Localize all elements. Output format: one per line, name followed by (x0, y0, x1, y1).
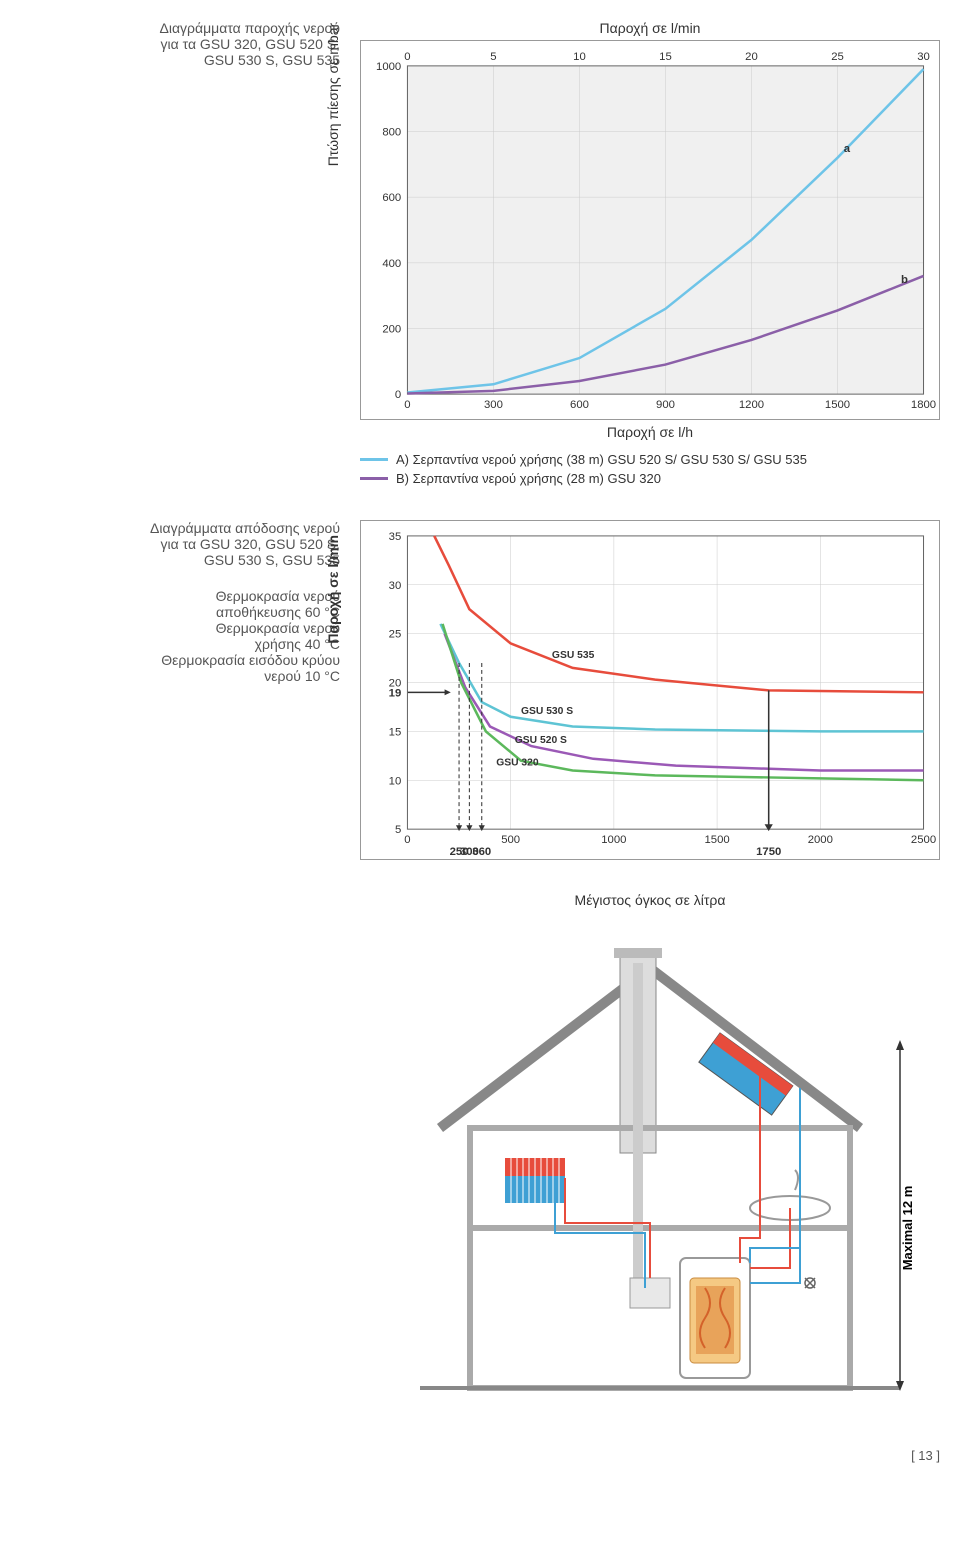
svg-text:2500: 2500 (911, 834, 936, 846)
svg-text:b: b (901, 274, 908, 286)
svg-text:5: 5 (490, 51, 496, 63)
svg-text:30: 30 (917, 51, 930, 63)
legend-text-a: Α) Σερπαντίνα νερού χρήσης (38 m) GSU 52… (396, 452, 807, 467)
svg-text:400: 400 (382, 258, 401, 270)
chart1-legend: Α) Σερπαντίνα νερού χρήσης (38 m) GSU 52… (360, 452, 940, 486)
svg-text:0: 0 (404, 834, 410, 846)
section1-title: Διαγράμματα παροχής νερού για τα GSU 320… (20, 20, 340, 490)
chart2-wrap: Παροχή σε l/min 510152025303519050010001… (360, 520, 940, 908)
svg-text:1000: 1000 (376, 61, 401, 73)
svg-text:15: 15 (389, 727, 402, 739)
title-line: GSU 530 S, GSU 535 (20, 52, 340, 68)
svg-text:1000: 1000 (601, 834, 626, 846)
svg-text:1750: 1750 (756, 846, 781, 858)
svg-text:25: 25 (389, 629, 402, 641)
svg-text:0: 0 (404, 399, 410, 411)
chart1-x-label: Παροχή σε l/h (360, 424, 940, 440)
svg-text:10: 10 (573, 51, 586, 63)
svg-text:Maximal 12 m: Maximal 12 m (900, 1186, 915, 1271)
svg-text:1200: 1200 (739, 399, 764, 411)
section2-left: Διαγράμματα απόδοσης νερού για τα GSU 32… (20, 520, 340, 908)
svg-text:1800: 1800 (911, 399, 936, 411)
chart2-x-label: Μέγιστος όγκος σε λίτρα (360, 892, 940, 908)
svg-text:2000: 2000 (808, 834, 833, 846)
svg-text:200: 200 (382, 324, 401, 336)
title-line: για τα GSU 320, GSU 520 S, (20, 536, 340, 552)
title-line: GSU 530 S, GSU 535 (20, 552, 340, 568)
section-2: Διαγράμματα απόδοσης νερού για τα GSU 32… (20, 520, 940, 908)
svg-text:GSU 320: GSU 320 (496, 758, 539, 769)
svg-text:GSU 535: GSU 535 (552, 650, 595, 661)
svg-text:600: 600 (382, 192, 401, 204)
page-number: [ 13 ] (20, 1448, 940, 1463)
chart1: Πτώση πίεσης σε mbar 0200400600800100003… (360, 40, 940, 420)
svg-text:19: 19 (389, 687, 402, 699)
svg-text:20: 20 (745, 51, 758, 63)
legend-item-b: Β) Σερπαντίνα νερού χρήσης (28 m) GSU 32… (360, 471, 940, 486)
condition-line: αποθήκευσης 60 °C (20, 604, 340, 620)
condition-line: Θερμοκρασία νερού (20, 588, 340, 604)
svg-text:1500: 1500 (825, 399, 850, 411)
svg-text:1500: 1500 (704, 834, 729, 846)
svg-text:35: 35 (389, 531, 402, 543)
chart1-wrap: Παροχή σε l/min Πτώση πίεσης σε mbar 020… (360, 20, 940, 490)
svg-text:15: 15 (659, 51, 672, 63)
svg-text:5: 5 (395, 824, 401, 836)
chart1-top-title: Παροχή σε l/min (360, 20, 940, 36)
condition-line: νερού 10 °C (20, 668, 340, 684)
legend-swatch-b (360, 477, 388, 480)
chart2: Παροχή σε l/min 510152025303519050010001… (360, 520, 940, 860)
svg-text:GSU 530 S: GSU 530 S (521, 706, 573, 717)
legend-text-b: Β) Σερπαντίνα νερού χρήσης (28 m) GSU 32… (396, 471, 661, 486)
condition-line: χρήσης 40 °C (20, 636, 340, 652)
svg-text:30: 30 (389, 580, 402, 592)
svg-text:a: a (844, 143, 851, 155)
svg-text:600: 600 (570, 399, 589, 411)
section-1: Διαγράμματα παροχής νερού για τα GSU 320… (20, 20, 940, 490)
legend-item-a: Α) Σερπαντίνα νερού χρήσης (38 m) GSU 52… (360, 452, 940, 467)
house-diagram: Maximal 12 m (400, 938, 940, 1418)
svg-text:800: 800 (382, 127, 401, 139)
title-line: Διαγράμματα παροχής νερού (20, 20, 340, 36)
chart1-y-label: Πτώση πίεσης σε mbar (325, 23, 341, 166)
svg-text:25: 25 (831, 51, 844, 63)
svg-text:500: 500 (501, 834, 520, 846)
chart2-y-label: Παροχή σε l/min (325, 535, 341, 644)
condition-line: Θερμοκρασία εισόδου κρύου (20, 652, 340, 668)
svg-text:300: 300 (484, 399, 503, 411)
svg-text:0: 0 (395, 389, 401, 401)
house-row: Maximal 12 m (20, 938, 940, 1418)
svg-text:360: 360 (472, 846, 491, 858)
svg-text:0: 0 (404, 51, 410, 63)
svg-text:GSU 520 S: GSU 520 S (515, 735, 567, 746)
title-line: Διαγράμματα απόδοσης νερού (20, 520, 340, 536)
title-line: για τα GSU 320, GSU 520 S, (20, 36, 340, 52)
legend-swatch-a (360, 458, 388, 461)
condition-line: Θερμοκρασία νερού (20, 620, 340, 636)
svg-text:10: 10 (389, 775, 402, 787)
svg-text:900: 900 (656, 399, 675, 411)
